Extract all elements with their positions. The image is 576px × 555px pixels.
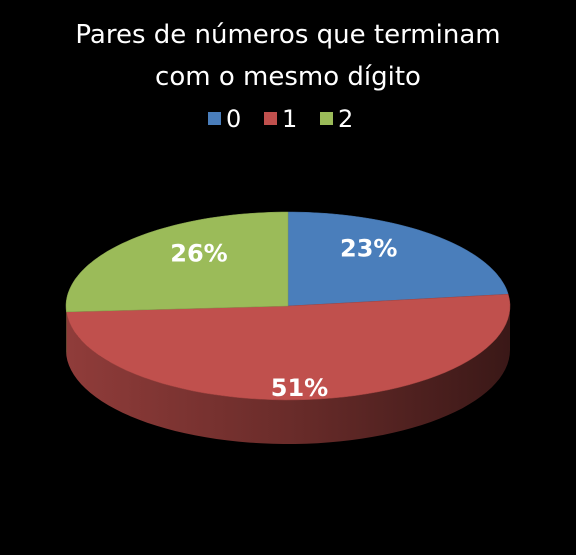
legend-swatch xyxy=(264,112,277,125)
legend-swatch xyxy=(320,112,333,125)
pie-slice-side xyxy=(66,306,511,444)
data-label: 23% xyxy=(340,235,397,263)
legend-swatch xyxy=(208,112,221,125)
data-label: 26% xyxy=(170,240,227,268)
legend-label: 0 xyxy=(226,105,241,133)
pie-slice xyxy=(66,293,511,401)
legend-label: 1 xyxy=(282,105,297,133)
pie-slice xyxy=(287,211,509,307)
pie-slice xyxy=(65,211,289,313)
legend-label: 2 xyxy=(338,105,353,133)
chart-title: Pares de números que terminam com o mesm… xyxy=(75,20,501,92)
data-label: 51% xyxy=(271,374,328,402)
